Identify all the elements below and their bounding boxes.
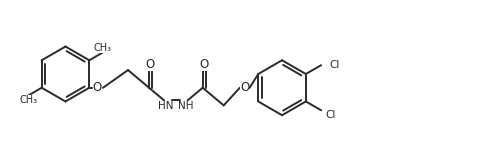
Text: NH: NH — [178, 101, 193, 111]
Text: O: O — [93, 81, 102, 94]
Text: O: O — [145, 58, 155, 71]
Text: CH₃: CH₃ — [19, 95, 37, 106]
Text: Cl: Cl — [329, 60, 339, 70]
Text: O: O — [199, 58, 208, 71]
Text: HN: HN — [158, 101, 174, 111]
Text: Cl: Cl — [325, 110, 335, 120]
Text: O: O — [240, 81, 249, 94]
Text: CH₃: CH₃ — [94, 42, 112, 53]
